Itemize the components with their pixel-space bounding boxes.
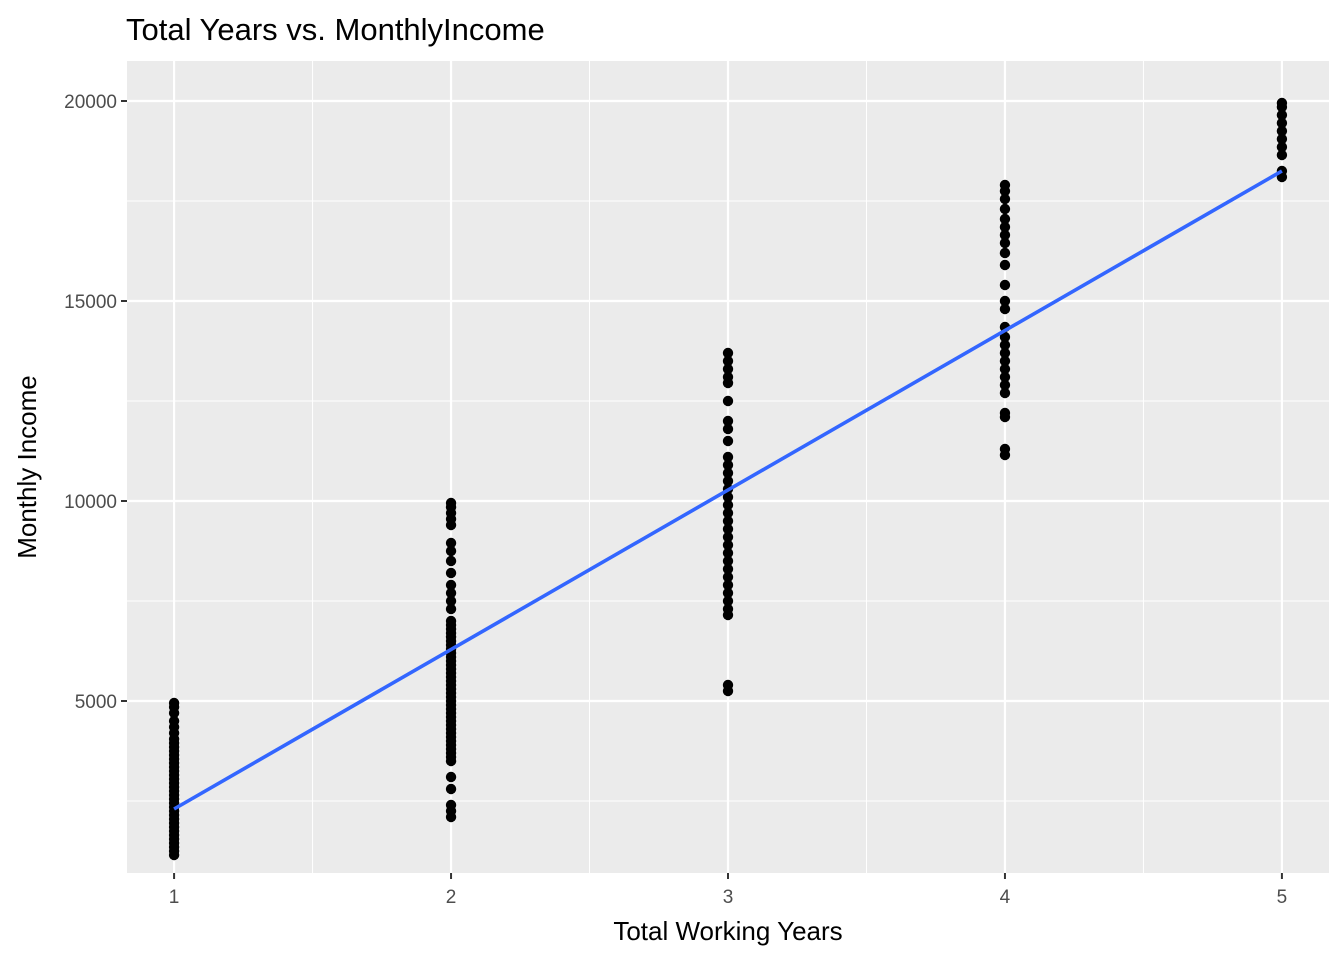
- data-point: [999, 193, 1011, 205]
- data-point: [722, 563, 734, 575]
- x-tick-label: 3: [723, 887, 734, 908]
- data-point: [722, 423, 734, 435]
- data-point: [722, 555, 734, 567]
- data-point: [999, 339, 1011, 351]
- data-point: [722, 539, 734, 551]
- data-point: [722, 491, 734, 503]
- data-point: [1276, 133, 1288, 145]
- data-point: [722, 515, 734, 527]
- data-point: [722, 499, 734, 511]
- data-point: [722, 571, 734, 583]
- data-point: [999, 379, 1011, 391]
- data-point: [999, 279, 1011, 291]
- data-point: [999, 237, 1011, 249]
- data-point: [722, 459, 734, 471]
- data-point: [999, 363, 1011, 375]
- data-point: [722, 475, 734, 487]
- data-point: [999, 355, 1011, 367]
- data-point: [722, 363, 734, 375]
- data-point: [168, 715, 180, 727]
- data-point: [1276, 109, 1288, 121]
- data-point: [1276, 141, 1288, 153]
- data-point: [445, 537, 457, 549]
- data-point: [722, 347, 734, 359]
- data-point: [999, 387, 1011, 399]
- data-point: [445, 783, 457, 795]
- data-point: [1276, 97, 1288, 109]
- data-point: [1276, 149, 1288, 161]
- data-point: [168, 697, 180, 709]
- y-tick-label: 10000: [64, 492, 117, 513]
- data-point: [1276, 125, 1288, 137]
- data-point: [722, 579, 734, 591]
- data-point: [722, 603, 734, 615]
- data-point: [445, 567, 457, 579]
- data-point: [999, 347, 1011, 359]
- y-tick-label: 15000: [64, 292, 117, 313]
- x-tick-label: 2: [446, 887, 457, 908]
- data-point: [445, 545, 457, 557]
- data-point: [445, 497, 457, 509]
- data-point: [722, 355, 734, 367]
- data-point: [999, 221, 1011, 233]
- y-tick-label: 20000: [64, 92, 117, 113]
- data-points: [168, 97, 1288, 861]
- data-point: [999, 229, 1011, 241]
- y-tick-label: 5000: [75, 692, 117, 713]
- trend-line: [173, 169, 1283, 811]
- data-point: [999, 295, 1011, 307]
- data-point: [722, 531, 734, 543]
- data-point: [722, 435, 734, 447]
- data-point: [722, 547, 734, 559]
- data-point: [445, 579, 457, 591]
- data-point: [999, 247, 1011, 259]
- data-point: [722, 467, 734, 479]
- data-point: [722, 587, 734, 599]
- data-point: [722, 679, 734, 691]
- data-point: [722, 415, 734, 427]
- data-point: [445, 555, 457, 567]
- data-point: [445, 799, 457, 811]
- x-axis-title: Total Working Years: [613, 916, 842, 946]
- data-point: [999, 203, 1011, 215]
- data-point: [999, 303, 1011, 315]
- x-axis: 1 2 3 4 5: [169, 873, 1287, 908]
- data-point: [999, 213, 1011, 225]
- data-point: [999, 331, 1011, 343]
- data-point: [722, 595, 734, 607]
- x-tick-label: 1: [169, 887, 180, 908]
- y-axis: 5000 10000 15000 20000: [64, 92, 127, 713]
- x-tick-label: 4: [1000, 887, 1011, 908]
- data-point: [445, 615, 457, 627]
- data-point: [722, 507, 734, 519]
- data-point: [722, 395, 734, 407]
- data-point: [445, 603, 457, 615]
- data-point: [722, 523, 734, 535]
- data-point: [445, 587, 457, 599]
- data-point: [999, 407, 1011, 419]
- y-axis-title: Monthly Income: [12, 375, 42, 559]
- chart-title: Total Years vs. MonthlyIncome: [126, 12, 545, 47]
- data-point: [999, 259, 1011, 271]
- x-tick-label: 5: [1277, 887, 1288, 908]
- data-point: [722, 451, 734, 463]
- data-point: [999, 179, 1011, 191]
- data-point: [445, 771, 457, 783]
- data-point: [722, 371, 734, 383]
- data-point: [999, 371, 1011, 383]
- data-point: [1276, 117, 1288, 129]
- data-point: [999, 443, 1011, 455]
- data-point: [445, 595, 457, 607]
